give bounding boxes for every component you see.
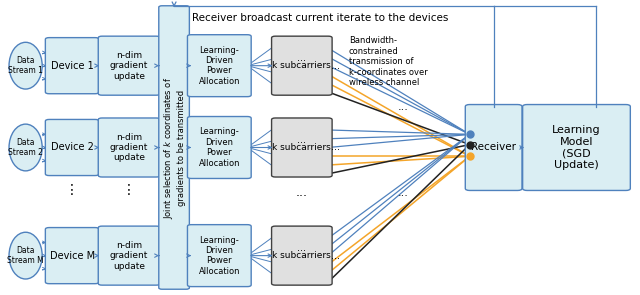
FancyBboxPatch shape [99, 36, 160, 95]
FancyBboxPatch shape [271, 226, 332, 285]
FancyBboxPatch shape [188, 117, 251, 178]
Text: Data
Stream M: Data Stream M [7, 246, 44, 265]
Text: n-dim
gradient
update: n-dim gradient update [110, 51, 148, 81]
Text: Data
Stream 1: Data Stream 1 [8, 56, 43, 76]
FancyBboxPatch shape [188, 35, 251, 97]
FancyBboxPatch shape [99, 118, 160, 177]
FancyBboxPatch shape [45, 119, 99, 176]
FancyBboxPatch shape [188, 225, 251, 287]
Text: Device 2: Device 2 [51, 142, 93, 153]
FancyBboxPatch shape [45, 227, 99, 284]
FancyBboxPatch shape [523, 104, 630, 191]
Text: Bandwidth-
constrained
transmission of
k-coordinates over
wireless channel: Bandwidth- constrained transmission of k… [349, 37, 428, 87]
Text: ...: ... [332, 61, 340, 71]
Text: Receiver: Receiver [471, 142, 516, 153]
Text: n-dim
gradient
update: n-dim gradient update [110, 132, 148, 163]
Ellipse shape [9, 124, 42, 171]
FancyBboxPatch shape [45, 38, 99, 94]
FancyBboxPatch shape [99, 226, 160, 285]
Text: n-dim
gradient
update: n-dim gradient update [110, 241, 148, 271]
Text: k subcarriers: k subcarriers [273, 61, 332, 70]
Text: ...: ... [298, 53, 307, 63]
Ellipse shape [9, 232, 42, 279]
Text: ...: ... [298, 243, 307, 253]
Text: Learning
Model
(SGD
Update): Learning Model (SGD Update) [552, 125, 601, 170]
FancyBboxPatch shape [159, 6, 189, 289]
Text: Joint selection of $k$ coordinates of
gradients to be transmitted: Joint selection of $k$ coordinates of gr… [163, 76, 186, 219]
FancyBboxPatch shape [271, 36, 332, 95]
Text: Learning-
Driven
Power
Allocation: Learning- Driven Power Allocation [198, 235, 240, 276]
Text: ...: ... [397, 101, 408, 112]
Text: Device M: Device M [49, 251, 95, 260]
Text: Data
Stream 2: Data Stream 2 [8, 138, 43, 157]
FancyBboxPatch shape [465, 104, 522, 191]
Ellipse shape [9, 42, 42, 89]
Text: Learning-
Driven
Power
Allocation: Learning- Driven Power Allocation [198, 127, 240, 168]
Text: ...: ... [298, 135, 307, 145]
Text: ⋮: ⋮ [122, 183, 136, 197]
Text: ...: ... [332, 251, 340, 260]
Text: Receiver broadcast current iterate to the devices: Receiver broadcast current iterate to th… [192, 13, 448, 23]
Text: ⋮: ⋮ [65, 183, 79, 197]
Text: k subcarriers: k subcarriers [273, 251, 332, 260]
Text: k subcarriers: k subcarriers [273, 143, 332, 152]
Text: Device 1: Device 1 [51, 61, 93, 71]
Text: ...: ... [332, 142, 340, 153]
Text: ...: ... [397, 188, 408, 198]
Text: Learning-
Driven
Power
Allocation: Learning- Driven Power Allocation [198, 46, 240, 86]
Text: ...: ... [296, 186, 308, 199]
FancyBboxPatch shape [271, 118, 332, 177]
